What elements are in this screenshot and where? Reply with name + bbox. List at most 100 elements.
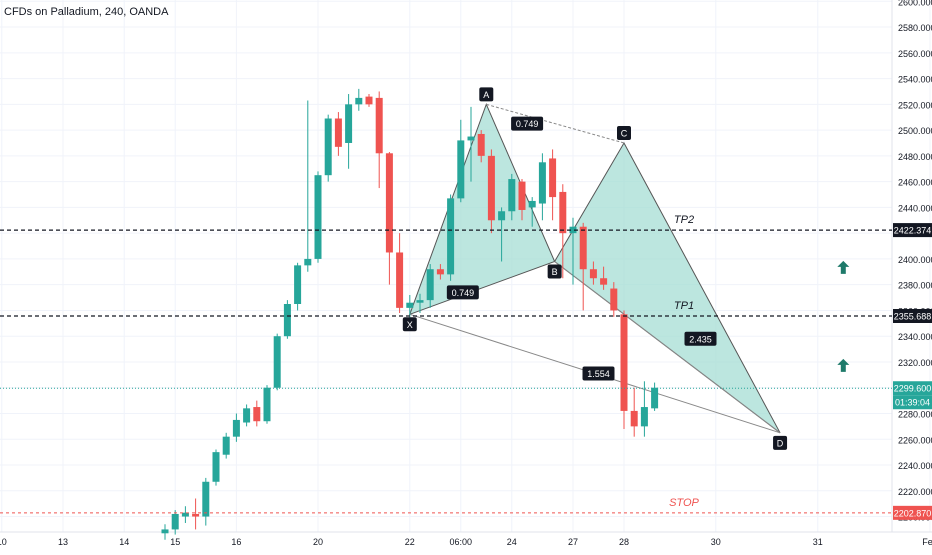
x-tick-label: 13	[58, 537, 68, 547]
candle-body-down	[385, 153, 393, 253]
candle-body-up	[498, 211, 506, 221]
point-label-d: D	[777, 438, 784, 448]
candle-body-up	[212, 452, 220, 482]
x-tick-label: 31	[813, 537, 823, 547]
candle-body-down	[477, 133, 485, 156]
candle-body-up	[243, 408, 251, 423]
ratio-label-bg	[684, 331, 717, 346]
level-price-tag-bg	[893, 505, 932, 520]
x-tick-label: 14	[119, 537, 129, 547]
x-tick-label: 27	[568, 537, 578, 547]
y-tick-label: 2520.000	[898, 100, 932, 110]
point-label-bg	[547, 264, 562, 279]
point-label-b: B	[552, 267, 558, 277]
candle-body-down	[549, 158, 557, 198]
candles	[161, 88, 659, 540]
candle-body-up	[416, 300, 424, 303]
candle-body-up	[640, 407, 648, 427]
symbol-title: CFDs on Palladium, 240, OANDA	[4, 6, 169, 18]
candle-body-down	[518, 181, 526, 210]
y-tick-label: 2540.000	[898, 75, 932, 85]
x-tick-label: 30	[711, 537, 721, 547]
y-tick-label: 2460.000	[898, 178, 932, 188]
candle-body-down	[334, 118, 342, 147]
candle-body-up	[538, 162, 546, 204]
candle-body-up	[406, 302, 414, 308]
y-tick-label: 2560.000	[898, 49, 932, 59]
point-label-a: A	[483, 90, 489, 100]
candle-body-up	[528, 200, 536, 208]
signal-arrows	[837, 260, 850, 372]
y-tick-label: 2380.000	[898, 281, 932, 291]
ratio-label-bg	[582, 366, 615, 381]
pattern-line-bd	[554, 261, 781, 434]
point-label-bg	[479, 87, 494, 102]
candle-body-down	[610, 288, 618, 311]
level-price-tag-bg	[893, 308, 932, 323]
candle-body-up	[232, 419, 240, 437]
pattern-line-ac	[486, 103, 625, 144]
candle-body-down	[365, 96, 373, 105]
current-price-tag-bg	[893, 381, 932, 396]
level-price-tag-bg	[893, 223, 932, 238]
axes	[0, 0, 932, 533]
x-tick-label: 22	[405, 537, 415, 547]
candle-body-up	[457, 140, 465, 199]
candle-body-down	[630, 410, 638, 427]
level-name-tp2: TP2	[674, 214, 694, 226]
candle-body-down	[579, 226, 587, 270]
ratio-label: 2.435	[689, 334, 712, 344]
time-axis[interactable]: 1013141516202206:002427283031Feb4	[0, 537, 932, 547]
ratio-label-bg	[511, 116, 544, 131]
candle-body-up	[161, 529, 169, 534]
y-tick-label: 2600.000	[898, 0, 932, 7]
candle-body-up	[294, 265, 302, 304]
y-tick-label: 2220.000	[898, 487, 932, 497]
point-label-x: X	[407, 320, 413, 330]
candle-body-up	[651, 387, 659, 409]
current-price-tag: 2299.600	[894, 384, 932, 394]
y-tick-label: 2280.000	[898, 409, 932, 419]
level-name-stop: STOP	[669, 497, 699, 509]
y-tick-label: 2260.000	[898, 435, 932, 445]
up-arrow-icon	[837, 260, 850, 274]
point-label-bg	[402, 317, 417, 332]
candle-body-down	[600, 278, 608, 285]
ratio-label-bg	[446, 285, 479, 300]
candle-body-up	[324, 118, 332, 176]
candle-body-up	[171, 513, 179, 530]
countdown-tag-bg	[893, 395, 932, 410]
x-tick-label: 20	[313, 537, 323, 547]
y-tick-label: 2340.000	[898, 332, 932, 342]
candle-body-up	[181, 512, 189, 517]
candle-body-up	[304, 258, 312, 266]
y-tick-label: 2500.000	[898, 126, 932, 136]
candle-body-up	[508, 179, 516, 212]
price-levels[interactable]: TP2 TP1 STOP	[0, 214, 892, 514]
point-label-c: C	[621, 128, 628, 138]
candle-body-up	[263, 387, 271, 422]
x-tick-label: 16	[231, 537, 241, 547]
candle-body-up	[355, 97, 363, 105]
level-name-tp1: TP1	[674, 300, 694, 312]
candle-body-up	[447, 198, 455, 275]
level-price-tag: 2355.688	[894, 311, 932, 321]
y-tick-label: 2580.000	[898, 23, 932, 33]
y-tick-label: 2480.000	[898, 152, 932, 162]
candle-body-down	[620, 314, 628, 411]
candle-body-up	[345, 104, 353, 143]
candle-body-down	[375, 97, 383, 154]
candle-body-down	[487, 155, 495, 221]
candle-body-up	[426, 269, 434, 301]
candle-body-down	[436, 269, 444, 275]
ratio-label: 1.554	[587, 369, 610, 379]
candle-body-up	[222, 436, 230, 455]
point-label-bg	[617, 125, 631, 140]
ratio-label: 0.749	[516, 119, 539, 129]
candle-body-up	[467, 136, 475, 141]
y-tick-label: 2440.000	[898, 203, 932, 213]
x-tick-label: 06:00	[450, 537, 473, 547]
price-axis[interactable]: 2200.0002220.0002240.0002260.0002280.000…	[893, 0, 932, 523]
